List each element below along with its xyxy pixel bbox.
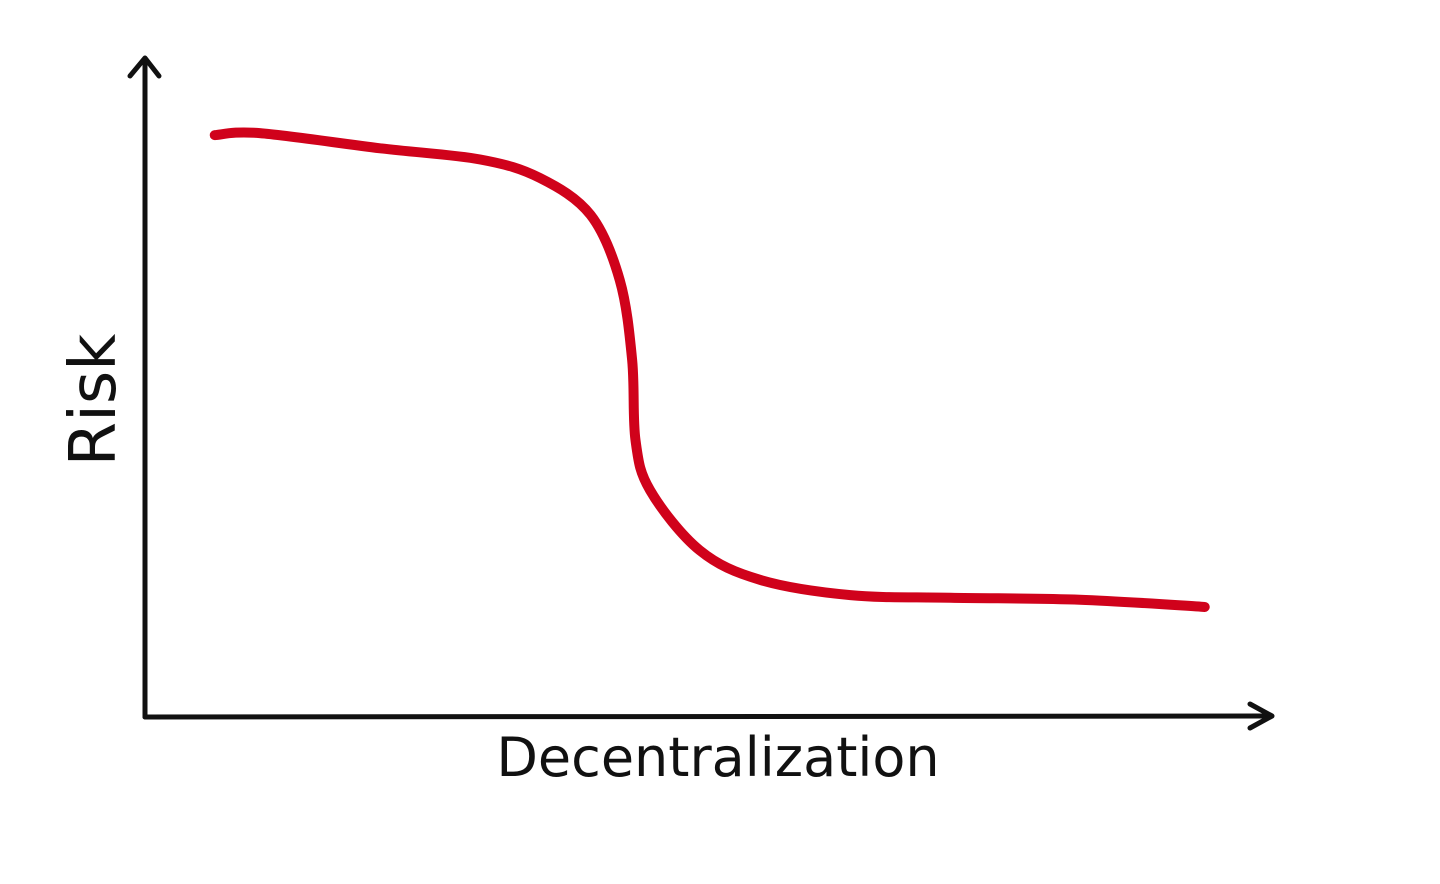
series-layer [209, 127, 1210, 612]
y-axis-label: Risk [57, 334, 131, 467]
x-axis-arrow-icon [1247, 701, 1275, 731]
x-axis [142, 713, 1273, 720]
axes [127, 55, 1275, 731]
x-axis-label: Decentralization [496, 726, 939, 789]
risk-curve-line-0 [209, 127, 1210, 612]
y-axis-arrow-icon [127, 55, 162, 79]
